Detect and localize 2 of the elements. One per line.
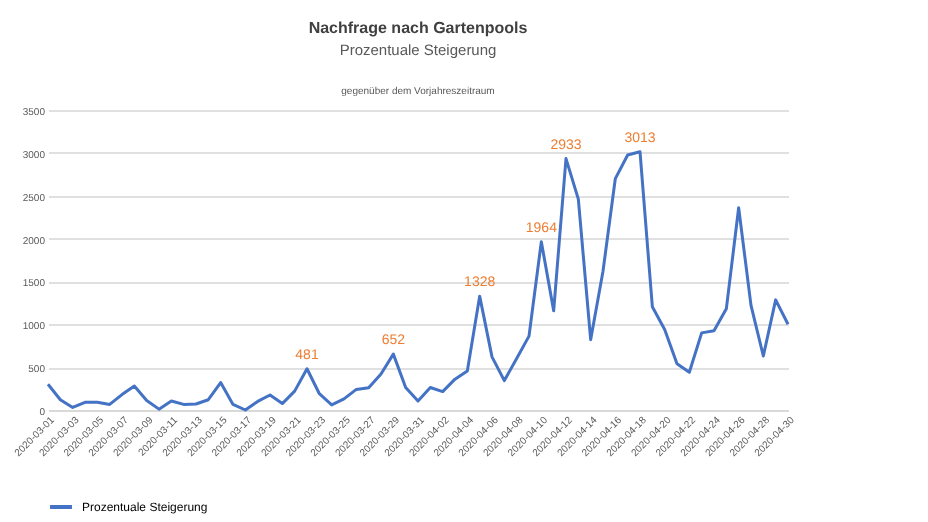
chart-title: Nachfrage nach Gartenpools <box>308 19 529 37</box>
line-series <box>46 150 790 412</box>
